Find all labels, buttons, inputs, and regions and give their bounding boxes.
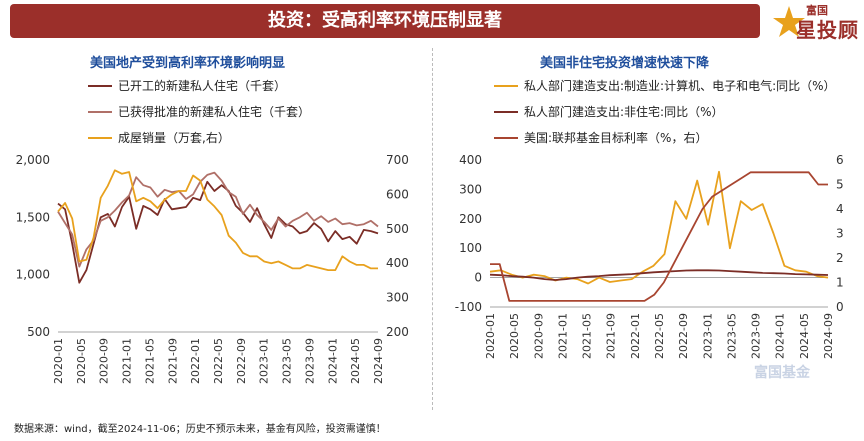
x-tick-label: 2021-01	[121, 338, 134, 384]
x-tick-label: 2023-09	[750, 313, 763, 359]
x-tick-label: 2022-09	[235, 338, 248, 384]
y-right-tick-label: 4	[836, 202, 844, 216]
y-left-tick-label: 2,000	[16, 153, 50, 167]
x-tick-label: 2020-09	[98, 338, 111, 384]
y-right-tick-label: 1	[836, 276, 844, 290]
right-chart: 私人部门建造支出:制造业:计算机、电子和电气:同比（%） 私人部门建造支出:非住宅…	[455, 78, 844, 381]
y-right-tick-label: 700	[386, 153, 409, 167]
x-tick-label: 2023-01	[258, 338, 271, 384]
x-tick-label: 2022-09	[677, 313, 690, 359]
x-tick-label: 2023-01	[701, 313, 714, 359]
series-line-1	[489, 269, 829, 281]
legend-label: 美国:联邦基金目标利率（%，右）	[524, 130, 707, 145]
y-right-tick-label: 400	[386, 256, 409, 270]
y-left-tick-label: 1,000	[16, 268, 50, 282]
footer-note: 数据来源：wind，截至2024-11-06；历史不预示未来，基金有风险，投资需…	[14, 424, 386, 435]
legend-label: 已开工的新建私人住宅（千套）	[118, 78, 286, 93]
x-tick-label: 2023-05	[281, 338, 294, 384]
x-tick-label: 2021-05	[143, 338, 156, 384]
legend-label: 私人部门建造支出:非住宅:同比（%）	[524, 104, 724, 119]
star-icon	[773, 6, 805, 37]
y-left-tick-label: 0	[474, 271, 482, 285]
x-tick-label: 2023-05	[725, 313, 738, 359]
page-title: 投资：受高利率环境压制显著	[10, 4, 760, 38]
x-tick-label: 2020-01	[484, 313, 497, 359]
series-line-2	[57, 169, 378, 271]
x-tick-label: 2024-01	[326, 338, 339, 384]
x-tick-label: 2021-01	[556, 313, 569, 359]
x-tick-label: 2024-09	[372, 338, 385, 384]
series-line-0	[489, 170, 829, 285]
x-tick-label: 2023-09	[303, 338, 316, 384]
y-left-tick-label: 300	[459, 182, 482, 196]
x-tick-label: 2021-09	[605, 313, 618, 359]
brand-top-text: 富国	[806, 4, 828, 17]
legend-label: 成屋销量（万套,右）	[118, 130, 230, 145]
legend-label: 私人部门建造支出:制造业:计算机、电子和电气:同比（%）	[524, 78, 836, 93]
x-tick-label: 2022-05	[212, 338, 225, 384]
x-tick-label: 2020-05	[508, 313, 521, 359]
y-right-tick-label: 6	[836, 153, 844, 167]
y-left-tick-label: 500	[27, 325, 50, 339]
series-line-0	[57, 180, 379, 284]
left-chart-title: 美国地产受到高利率环境影响明显	[90, 56, 286, 71]
y-right-tick-label: 500	[386, 222, 409, 236]
brand-bottom-text: 星投顾	[796, 18, 859, 42]
x-tick-label: 2024-05	[798, 313, 811, 359]
x-tick-label: 2024-05	[349, 338, 362, 384]
y-left-tick-label: 200	[459, 212, 482, 226]
y-right-tick-label: 2	[836, 251, 844, 265]
x-tick-label: 2021-09	[166, 338, 179, 384]
y-right-tick-label: 0	[836, 300, 844, 314]
brand-logo: 富国 星投顾	[772, 0, 864, 44]
series-line-1	[57, 171, 379, 268]
y-right-tick-label: 600	[386, 187, 409, 201]
x-tick-label: 2020-09	[532, 313, 545, 359]
series-line-2	[490, 171, 828, 302]
legend-label: 已获得批准的新建私人住宅（千套）	[118, 104, 310, 119]
x-tick-label: 2022-05	[653, 313, 666, 359]
y-right-tick-label: 300	[386, 291, 409, 305]
x-tick-label: 2021-05	[581, 313, 594, 359]
x-tick-label: 2024-09	[822, 313, 835, 359]
left-chart: 已开工的新建私人住宅（千套） 已获得批准的新建私人住宅（千套） 成屋销量（万套,右）…	[16, 78, 409, 384]
y-right-tick-label: 3	[836, 227, 844, 241]
x-tick-label: 2020-05	[75, 338, 88, 384]
y-right-tick-label: 200	[386, 325, 409, 339]
x-tick-label: 2024-01	[774, 313, 787, 359]
right-chart-title: 美国非住宅投资增速快速下降	[540, 56, 710, 71]
y-right-tick-label: 5	[836, 178, 844, 192]
y-left-tick-label: 100	[459, 241, 482, 255]
watermark-text: 富国基金	[754, 364, 811, 381]
x-tick-label: 2022-01	[189, 338, 202, 384]
y-left-tick-label: 400	[459, 153, 482, 167]
panel-divider	[432, 48, 433, 410]
x-tick-label: 2022-01	[629, 313, 642, 359]
y-left-tick-label: 1,500	[16, 210, 50, 224]
y-left-tick-label: -100	[455, 300, 482, 314]
x-tick-label: 2020-01	[52, 338, 65, 384]
